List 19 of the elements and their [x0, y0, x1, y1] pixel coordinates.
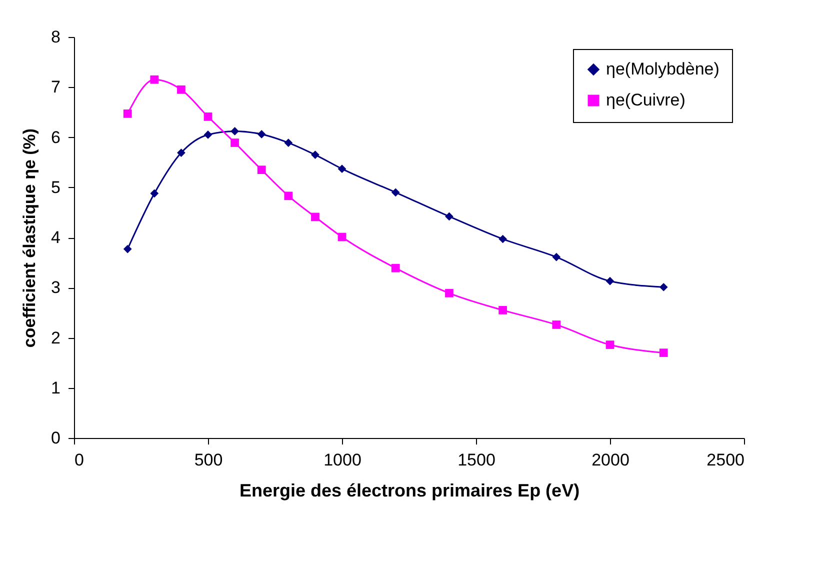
y-tick-label: 6 — [51, 128, 60, 147]
x-tick-label: 2000 — [592, 450, 630, 470]
y-tick-label: 1 — [51, 378, 60, 398]
x-axis-title: Energie des électrons primaires Ep (eV) — [239, 480, 580, 500]
y-tick-label: 3 — [51, 278, 60, 298]
x-tick-label: 1500 — [458, 450, 496, 470]
x-tick-label: 500 — [194, 450, 223, 470]
y-tick-label: 0 — [51, 428, 60, 448]
y-tick-label: 8 — [51, 28, 60, 46]
legend-label: ηe(Cuivre) — [606, 90, 686, 110]
x-tick-label: 0 — [74, 450, 84, 470]
y-axis-title: coefficient élastique ηe (%) — [20, 128, 40, 348]
legend-label: ηe(Molybdène) — [606, 60, 720, 78]
y-tick-label: 7 — [51, 78, 60, 97]
x-tick-label: 2500 — [706, 450, 744, 470]
x-tick-label: 1000 — [324, 450, 362, 470]
y-tick-label: 2 — [51, 328, 60, 348]
y-tick-label: 4 — [51, 228, 60, 247]
y-tick-label: 5 — [51, 178, 60, 197]
